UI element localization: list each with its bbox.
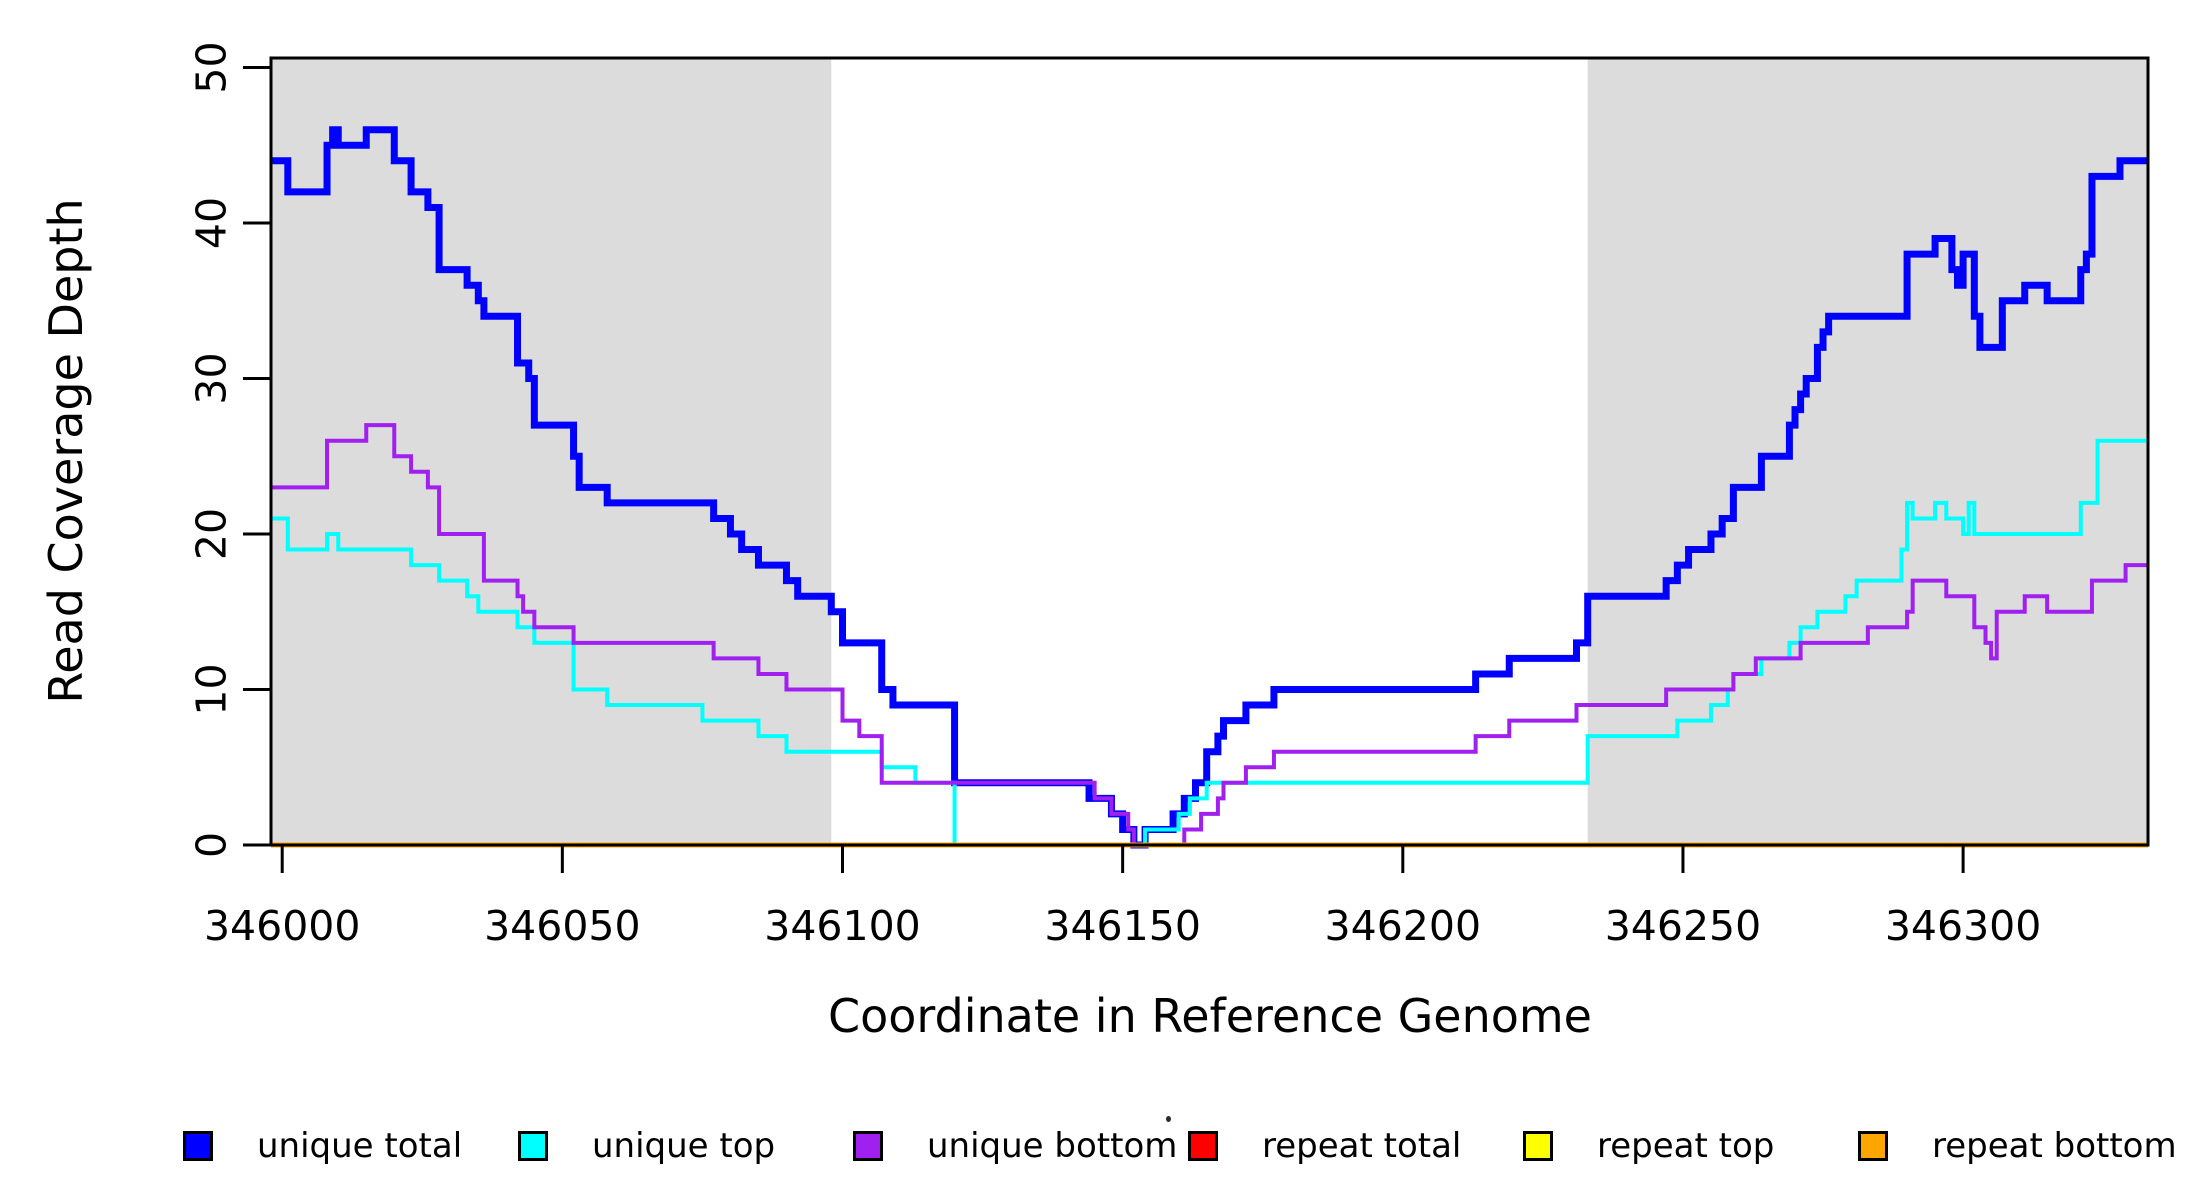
x-tick-label-346050: 346050 — [484, 902, 641, 950]
shaded-repeat-regions — [271, 58, 2148, 845]
legend-swatch-repeat-top — [1523, 1131, 1553, 1161]
legend-swatch-repeat-total — [1188, 1131, 1218, 1161]
series-line-unique-bottom — [271, 423, 2148, 847]
legend-label-repeat-total: repeat total — [1262, 1126, 1462, 1166]
x-axis-title: Coordinate in Reference Genome — [828, 989, 1592, 1043]
x-tick-label-346250: 346250 — [1605, 902, 1762, 950]
shaded-region-2 — [1587, 58, 2148, 845]
legend-item-unique-bottom: unique bottom — [853, 1118, 1177, 1174]
x-tick-label-346000: 346000 — [204, 902, 361, 950]
legend-item-repeat-bottom: repeat bottom — [1858, 1118, 2177, 1174]
legend-item-repeat-total: repeat total — [1188, 1118, 1461, 1174]
legend-swatch-unique-bottom — [853, 1131, 883, 1161]
legend-item-unique-top: unique top — [518, 1118, 775, 1174]
y-axis-title: Read Coverage Depth — [39, 198, 93, 703]
y-tick-label-30: 30 — [187, 352, 235, 404]
legend-item-repeat-top: repeat top — [1523, 1118, 1774, 1174]
y-tick-label-40: 40 — [187, 197, 235, 249]
legend-swatch-unique-top — [518, 1131, 548, 1161]
y-tick-label-0: 0 — [187, 832, 235, 858]
legend-label-unique-bottom: unique bottom — [927, 1126, 1178, 1166]
legend: unique total unique top unique bottom repea… — [0, 1118, 2200, 1178]
legend-label-unique-total: unique total — [257, 1126, 463, 1166]
y-tick-label-20: 20 — [187, 508, 235, 560]
legend-swatch-unique-total — [183, 1131, 213, 1161]
x-tick-label-346150: 346150 — [1044, 902, 1201, 950]
legend-label-repeat-bottom: repeat bottom — [1932, 1126, 2177, 1166]
coverage-plot: 346000 346050 346100 346150 346200 346250 3463… — [39, 41, 2150, 1043]
stray-dot-artifact — [1166, 1116, 1171, 1122]
x-tick-label-346200: 346200 — [1325, 902, 1482, 950]
series-line-unique-total — [271, 126, 2148, 849]
legend-swatch-repeat-bottom — [1858, 1131, 1888, 1161]
shaded-region-1 — [271, 58, 832, 845]
legend-item-unique-total: unique total — [183, 1118, 462, 1174]
y-tick-label-50: 50 — [187, 41, 235, 93]
y-tick-label-10: 10 — [187, 663, 235, 715]
plot-border-box — [269, 56, 2150, 847]
legend-label-unique-top: unique top — [592, 1126, 776, 1166]
x-tick-label-346100: 346100 — [764, 902, 921, 950]
x-tick-label-346300: 346300 — [1885, 902, 2042, 950]
legend-label-repeat-top: repeat top — [1597, 1126, 1775, 1166]
axis-ticks: 346000 346050 346100 346150 346200 346250 3463… — [187, 41, 2041, 950]
series-line-unique-top — [271, 438, 2148, 847]
